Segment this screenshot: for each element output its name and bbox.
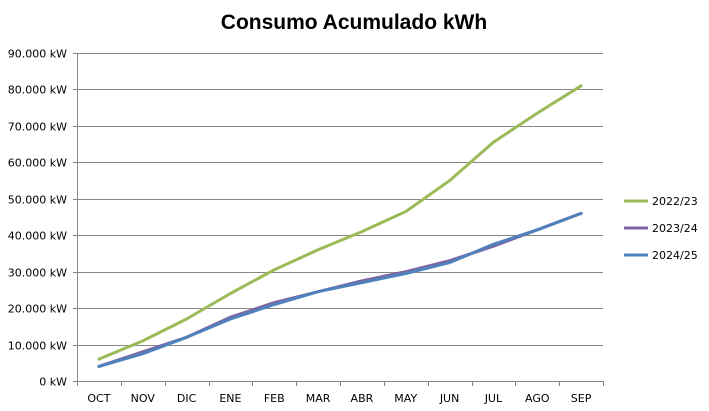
y-tick-label: 50.000 kW: [8, 194, 67, 207]
y-tick-label: 40.000 kW: [8, 230, 67, 243]
x-tick-label: OCT: [87, 392, 110, 405]
series-lines: [97, 84, 583, 368]
y-tick-label: 70.000 kW: [8, 121, 67, 134]
x-tick-label: DIC: [177, 392, 197, 405]
x-tick-label: ENE: [219, 392, 241, 405]
y-axis: 0 kW 10.000 kW 20.000 kW 30.000 kW 40.000 kW…: [8, 48, 78, 389]
y-tick-label: 10.000 kW: [8, 340, 67, 353]
x-tick-label: MAY: [394, 392, 417, 405]
y-tick-label: 80.000 kW: [8, 84, 67, 97]
x-tick-label: FEB: [264, 392, 285, 405]
x-tick-label: MAR: [306, 392, 331, 405]
y-tick-label: 30.000 kW: [8, 267, 67, 280]
x-tick-label: JUN: [439, 392, 460, 405]
x-tick-label: NOV: [131, 392, 156, 405]
x-tick-label: ABR: [351, 392, 374, 405]
series-line-2024-25: [97, 211, 583, 368]
x-tick-label: SEP: [571, 392, 592, 405]
y-tick-label: 90.000 kW: [8, 48, 67, 61]
y-tick-label: 20.000 kW: [8, 303, 67, 316]
x-tick-label: JUL: [484, 392, 503, 405]
legend: 2022/23 2023/24 2024/25: [624, 195, 698, 262]
gridlines: [77, 53, 603, 346]
y-tick-label: 60.000 kW: [8, 157, 67, 170]
y-tick-label: 0 kW: [39, 376, 67, 389]
legend-label: 2022/23: [652, 195, 698, 208]
series-line-2022-23: [97, 84, 583, 361]
x-axis: OCT NOV DIC ENE FEB MAR ABR MAY JUN JUL AGO SEP: [77, 381, 604, 405]
chart-title: Consumo Acumulado kWh: [221, 11, 487, 34]
x-tick-label: AGO: [525, 392, 550, 405]
legend-label: 2023/24: [652, 222, 698, 235]
legend-label: 2024/25: [652, 249, 698, 262]
